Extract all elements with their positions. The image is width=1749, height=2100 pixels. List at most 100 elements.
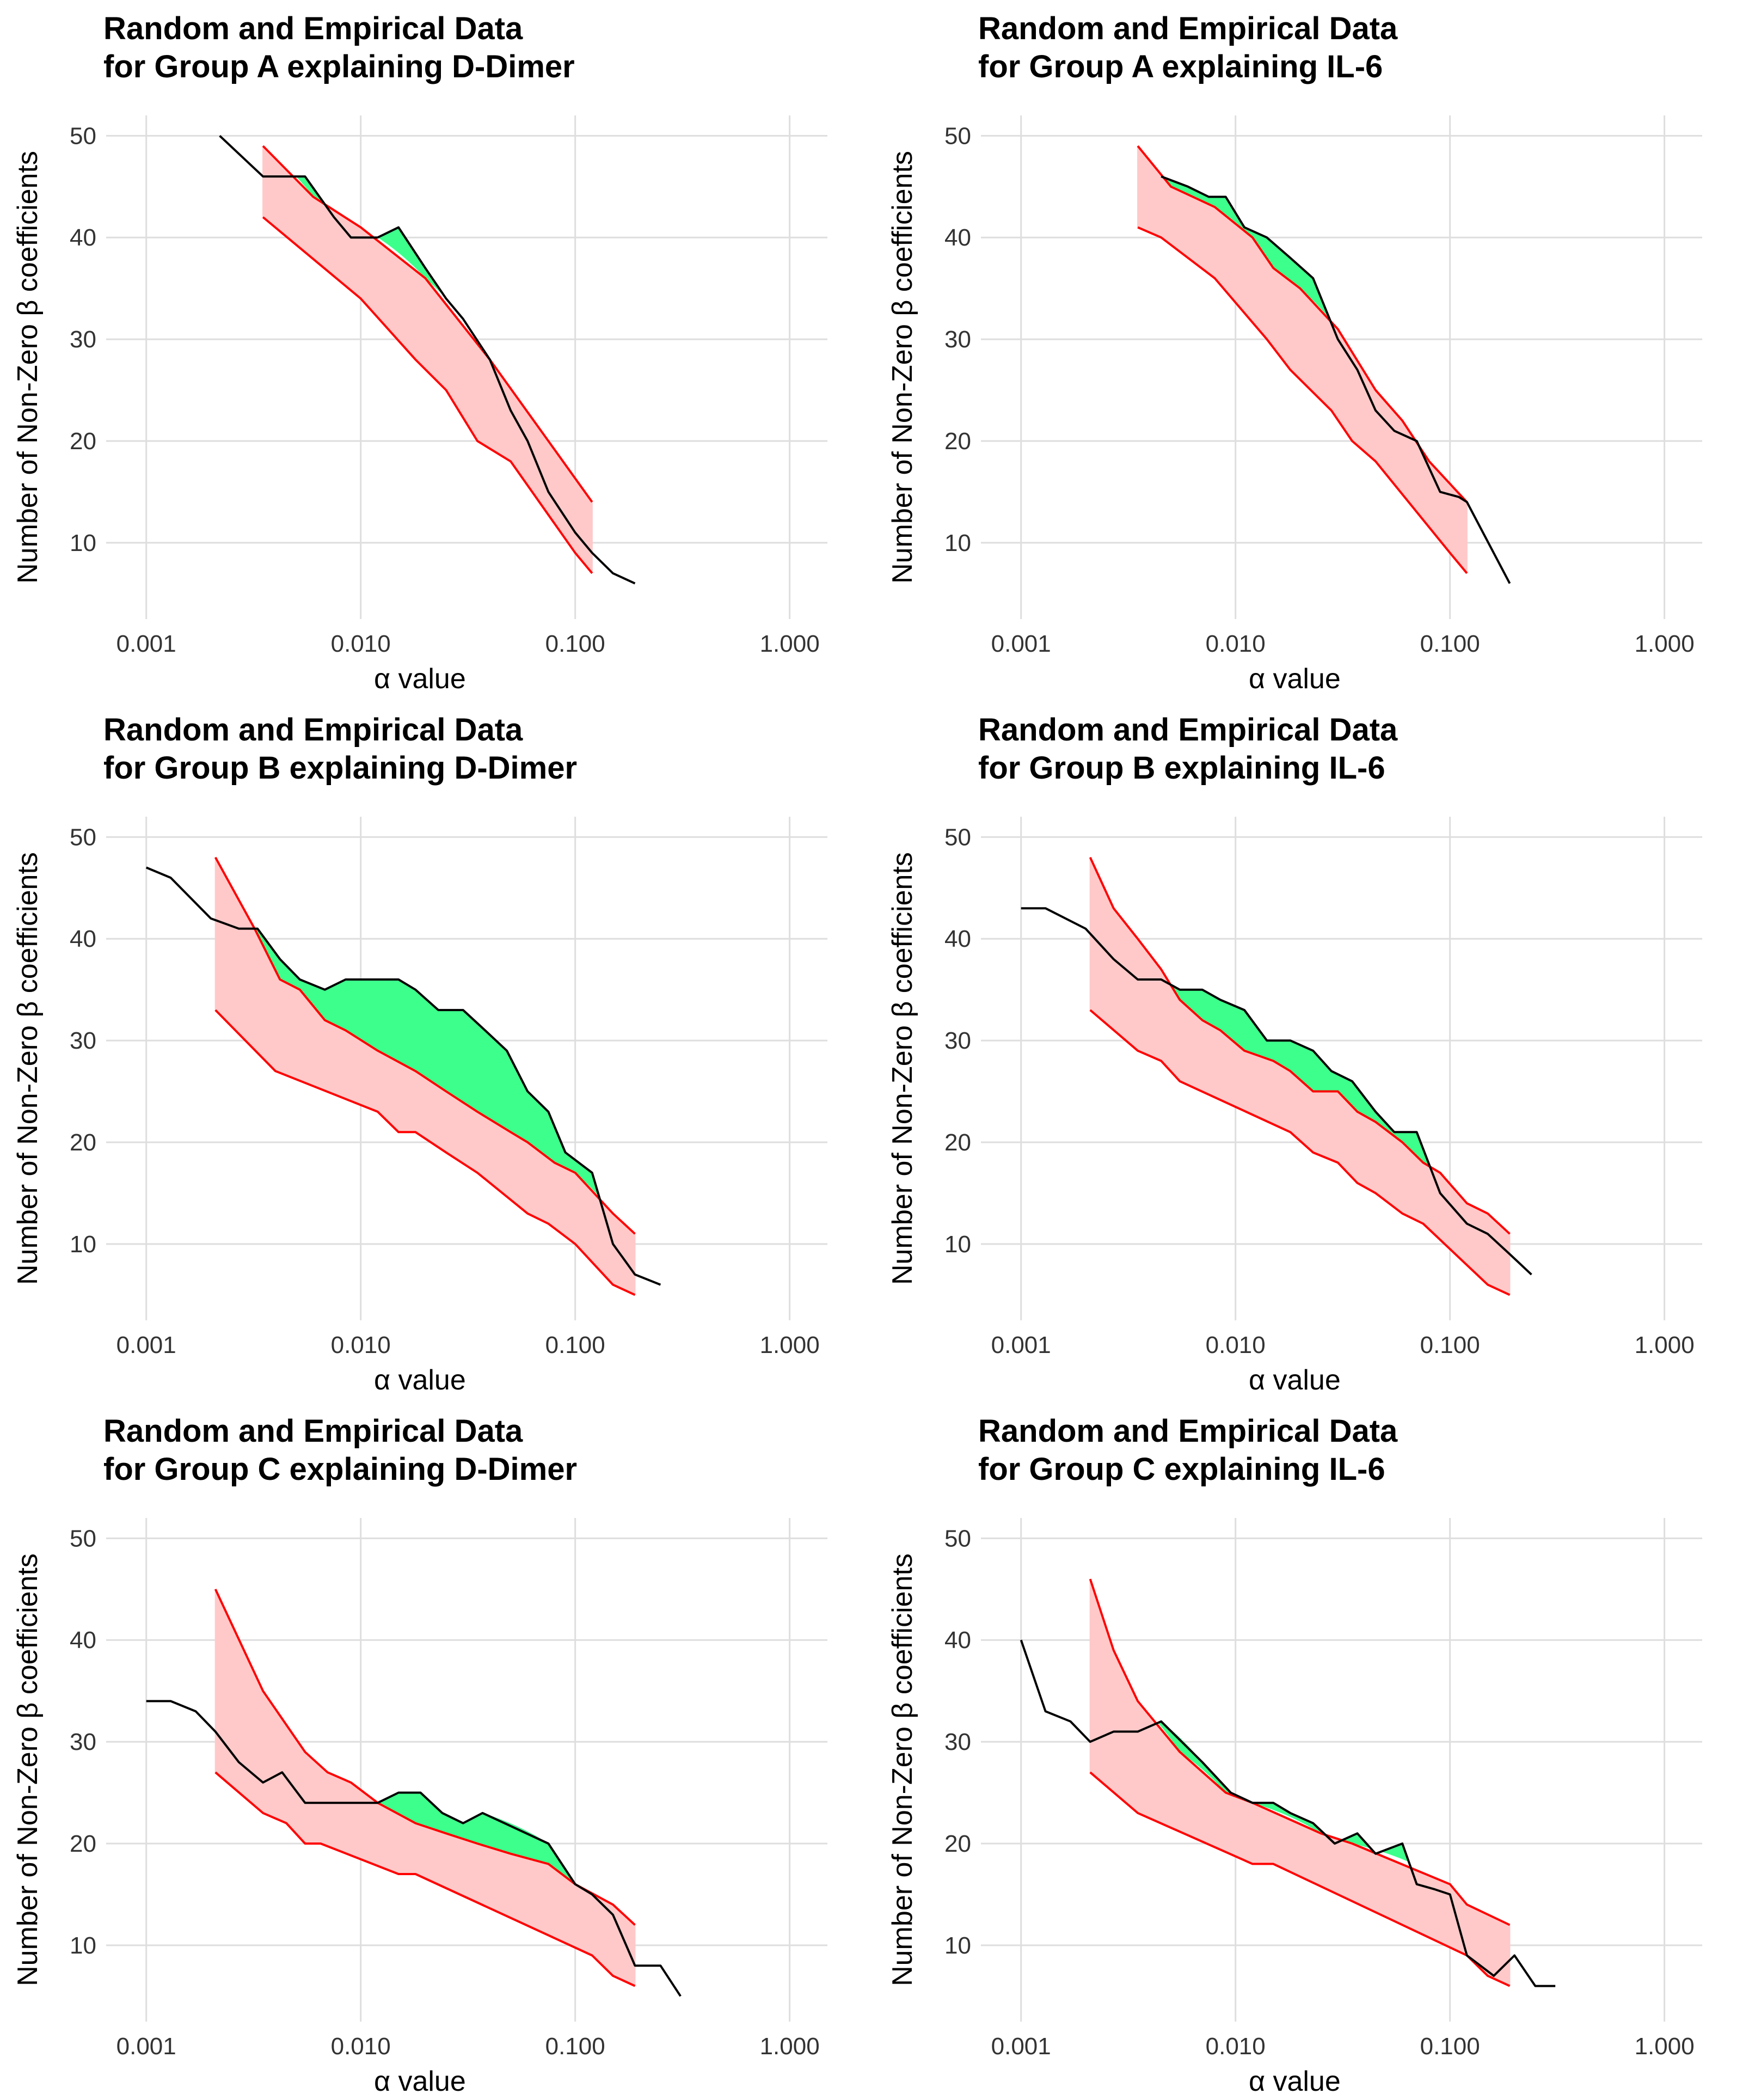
y-axis-label: Number of Non-Zero β coefficients: [12, 151, 44, 584]
y-tick-label: 40: [944, 926, 971, 952]
y-tick-label: 20: [944, 428, 971, 455]
x-tick-label: 0.001: [116, 1332, 176, 1358]
y-tick-label: 40: [944, 1627, 971, 1654]
x-tick-label: 1.000: [760, 1332, 820, 1358]
chart-title-line: Random and Empirical Data: [978, 1413, 1398, 1449]
x-tick-label: 0.100: [1420, 2033, 1480, 2060]
chart-title-line: Random and Empirical Data: [978, 11, 1398, 46]
y-tick-label: 30: [70, 1027, 96, 1054]
chart-title-line: Random and Empirical Data: [103, 1413, 523, 1449]
y-tick-label: 20: [944, 1129, 971, 1156]
x-tick-label: 0.100: [1420, 1332, 1480, 1358]
y-axis-label: Number of Non-Zero β coefficients: [887, 151, 918, 584]
x-tick-label: 0.010: [331, 630, 391, 657]
y-axis-label: Number of Non-Zero β coefficients: [12, 852, 44, 1285]
y-tick-label: 20: [70, 1830, 96, 1857]
x-tick-label: 0.001: [991, 1332, 1051, 1358]
x-tick-label: 1.000: [1635, 2033, 1695, 2060]
y-tick-label: 50: [944, 824, 971, 850]
x-tick-label: 1.000: [760, 630, 820, 657]
x-tick-label: 1.000: [1635, 630, 1695, 657]
random-upper-line: [214, 1588, 636, 1926]
random-band: [1138, 146, 1467, 573]
y-tick-label: 10: [70, 1231, 96, 1258]
chart-title-line: for Group B explaining D-Dimer: [103, 750, 577, 786]
y-tick-label: 50: [944, 123, 971, 149]
x-axis-label: α value: [374, 663, 466, 695]
y-tick-label: 20: [70, 428, 96, 455]
chart-title-line: Random and Empirical Data: [103, 11, 523, 46]
x-tick-label: 0.001: [116, 2033, 176, 2060]
x-tick-label: 0.010: [331, 2033, 391, 2060]
y-tick-label: 40: [70, 926, 96, 952]
y-axis-label: Number of Non-Zero β coefficients: [887, 1553, 918, 1986]
x-tick-label: 0.100: [1420, 630, 1480, 657]
y-axis-label: Number of Non-Zero β coefficients: [887, 852, 918, 1285]
empirical-line: [1021, 907, 1532, 1276]
chart-title-line: for Group C explaining D-Dimer: [103, 1452, 577, 1487]
y-tick-label: 50: [70, 123, 96, 149]
empirical-line: [145, 866, 661, 1286]
random-lower-line: [1089, 1009, 1511, 1296]
y-tick-label: 40: [944, 224, 971, 251]
chart-title-line: Random and Empirical Data: [978, 712, 1398, 748]
x-tick-label: 1.000: [760, 2033, 820, 2060]
random-lower-line: [262, 216, 593, 574]
chart-title-line: for Group C explaining IL-6: [978, 1452, 1385, 1487]
x-axis-label: α value: [374, 2066, 466, 2097]
y-tick-label: 30: [70, 326, 96, 353]
empirical-line: [219, 134, 636, 585]
y-tick-label: 10: [944, 530, 971, 556]
empirical-line: [146, 1700, 682, 1997]
random-lower-line: [1137, 226, 1468, 574]
chart-title-line: for Group A explaining IL-6: [978, 49, 1383, 84]
excess-region: [215, 1589, 635, 1925]
y-tick-label: 30: [944, 1027, 971, 1054]
x-axis-label: α value: [1249, 663, 1341, 695]
x-tick-label: 0.010: [1206, 630, 1266, 657]
x-tick-label: 0.010: [1206, 2033, 1266, 2060]
y-tick-label: 20: [944, 1830, 971, 1857]
x-tick-label: 0.100: [545, 1332, 605, 1358]
y-tick-label: 20: [70, 1129, 96, 1156]
random-band: [263, 146, 592, 573]
excess-region: [215, 857, 635, 1234]
y-tick-label: 40: [70, 1627, 96, 1654]
empirical-line: [1020, 1639, 1556, 1987]
random-upper-line: [1089, 856, 1511, 1235]
random-upper-line: [262, 145, 593, 503]
random-band: [1090, 857, 1510, 1295]
x-tick-label: 0.001: [116, 630, 176, 657]
random-band: [215, 857, 635, 1295]
empirical-line: [1161, 175, 1511, 584]
chart-title-line: for Group B explaining IL-6: [978, 750, 1385, 786]
x-axis-label: α value: [1249, 2066, 1341, 2097]
x-tick-label: 1.000: [1635, 1332, 1695, 1358]
x-axis-label: α value: [1249, 1364, 1341, 1396]
x-tick-label: 0.010: [1206, 1332, 1266, 1358]
random-band: [215, 1589, 635, 1986]
y-axis-label: Number of Non-Zero β coefficients: [12, 1553, 44, 1986]
y-tick-label: 50: [70, 824, 96, 850]
y-tick-label: 30: [944, 326, 971, 353]
x-tick-label: 0.100: [545, 630, 605, 657]
random-band: [1090, 1579, 1510, 1986]
y-tick-label: 10: [944, 1231, 971, 1258]
y-tick-label: 30: [944, 1729, 971, 1755]
y-tick-label: 40: [70, 224, 96, 251]
y-tick-label: 10: [944, 1932, 971, 1959]
x-tick-label: 0.010: [331, 1332, 391, 1358]
y-tick-label: 50: [70, 1525, 96, 1552]
y-tick-label: 30: [70, 1729, 96, 1755]
x-axis-label: α value: [374, 1364, 466, 1396]
random-upper-line: [1137, 145, 1468, 503]
x-tick-label: 0.001: [991, 2033, 1051, 2060]
x-tick-label: 0.001: [991, 630, 1051, 657]
random-lower-line: [214, 1771, 636, 1987]
